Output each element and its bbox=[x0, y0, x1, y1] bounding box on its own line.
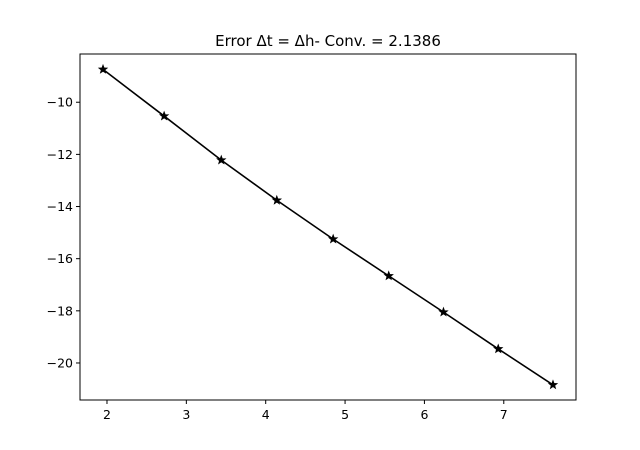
y-tick-label: −16 bbox=[47, 251, 73, 266]
data-point-star bbox=[438, 306, 449, 317]
chart-title: Error Δt = Δh- Conv. = 2.1386 bbox=[215, 32, 441, 50]
x-tick-label: 6 bbox=[420, 407, 428, 422]
x-tick-label: 7 bbox=[500, 407, 508, 422]
y-tick-label: −10 bbox=[47, 95, 73, 110]
series-layer bbox=[97, 63, 559, 390]
series-line bbox=[102, 68, 554, 386]
data-point-star bbox=[547, 379, 559, 390]
y-tick-label: −12 bbox=[47, 147, 73, 162]
data-point-star bbox=[216, 154, 227, 165]
data-point-star bbox=[158, 110, 170, 121]
data-point-star bbox=[383, 270, 394, 281]
data-point-star bbox=[493, 343, 504, 354]
x-tick-label: 3 bbox=[182, 407, 190, 422]
y-tick-label: −18 bbox=[47, 303, 73, 318]
data-point-star bbox=[97, 63, 109, 74]
y-tick-label: −20 bbox=[47, 355, 73, 370]
data-point-star bbox=[271, 194, 283, 205]
data-point-star bbox=[327, 233, 339, 244]
x-tick-label: 2 bbox=[103, 407, 111, 422]
plot-frame bbox=[79, 53, 577, 401]
x-tick-label: 4 bbox=[262, 407, 270, 422]
x-axis: 2 3 4 5 6 7 bbox=[103, 400, 508, 422]
y-tick-label: −14 bbox=[47, 199, 73, 214]
y-axis: −20 −18 −16 −14 −12 −10 bbox=[47, 95, 80, 370]
x-tick-label: 5 bbox=[341, 407, 349, 422]
